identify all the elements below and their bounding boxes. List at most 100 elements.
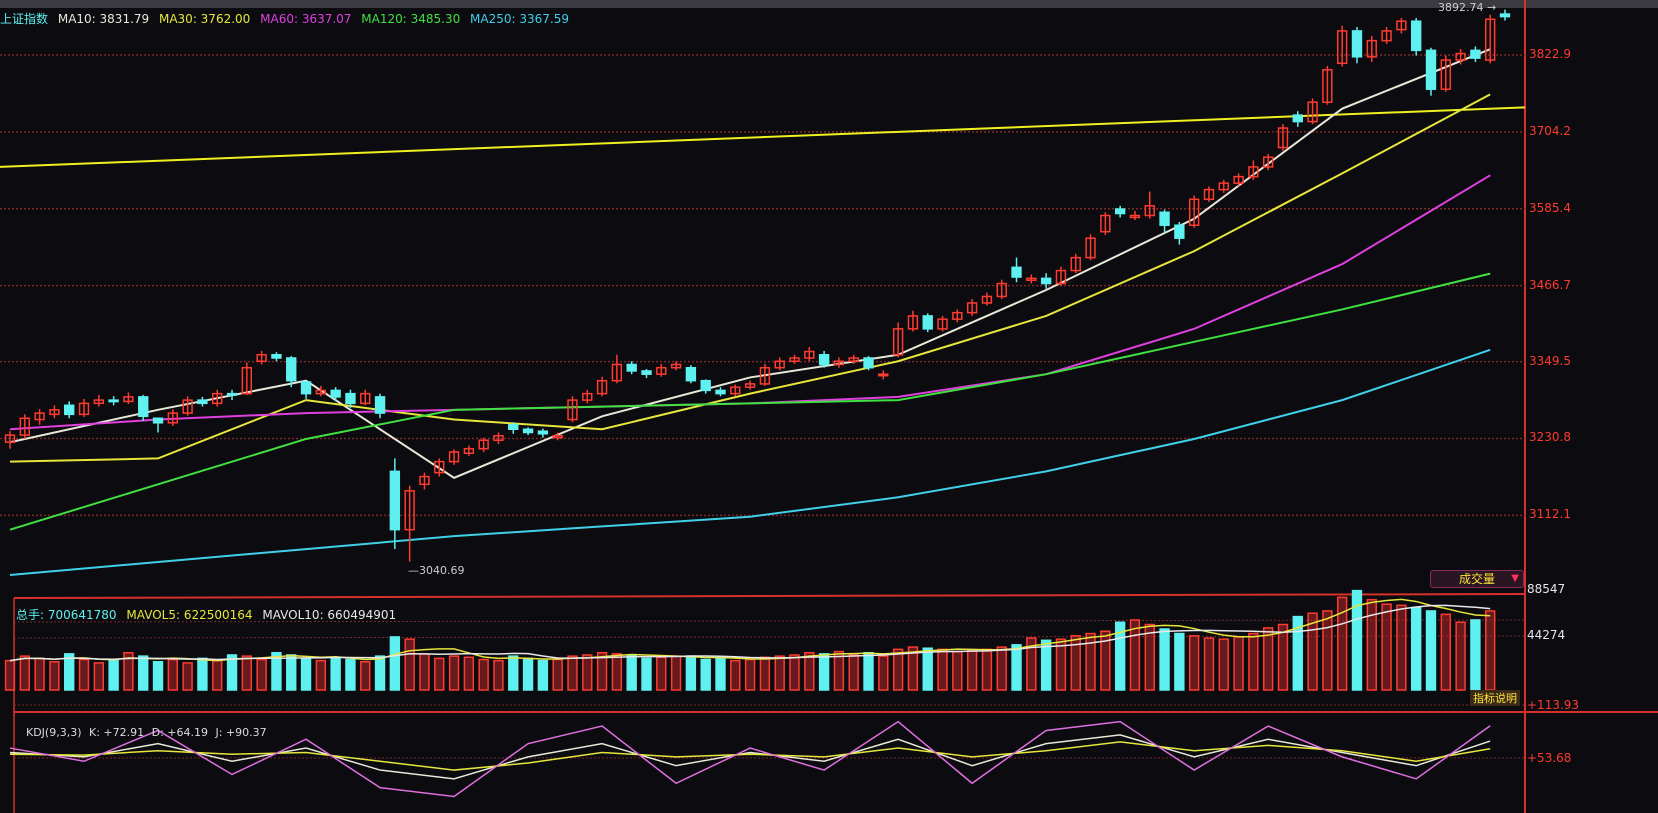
volume-bar: [1248, 632, 1259, 691]
mavol10-label: MAVOL10: 660494901: [262, 608, 397, 622]
volume-bar: [64, 653, 75, 691]
volume-bar: [434, 657, 445, 691]
candle-down: [1174, 224, 1185, 239]
volume-bar: [937, 648, 948, 691]
volume-bar: [996, 646, 1007, 691]
candle-up: [744, 383, 756, 388]
kdj-d-label: D: +64.19: [151, 726, 209, 739]
volume-bar: [478, 658, 489, 691]
candle-down: [1040, 277, 1052, 285]
candle-up: [1218, 182, 1229, 191]
price-axis-tick: 3112.1: [1529, 507, 1571, 522]
volume-bar: [611, 653, 623, 691]
candle-down: [1410, 20, 1422, 52]
volume-bar: [685, 655, 697, 691]
volume-bar: [981, 648, 993, 691]
candle-up: [182, 399, 193, 414]
volume-bar: [300, 657, 312, 691]
candle-up: [833, 360, 845, 366]
volume-bar: [863, 651, 874, 691]
volume-bar: [1277, 623, 1289, 691]
volume-bar: [1203, 637, 1215, 691]
volume-bar: [715, 657, 726, 691]
window-top-strip: [0, 0, 1658, 8]
volume-bar: [1174, 632, 1185, 691]
candle-up: [981, 295, 993, 304]
volume-bar: [448, 655, 460, 691]
indicator-help-button[interactable]: 指标说明: [1470, 690, 1520, 706]
candle-down: [389, 470, 401, 531]
candle-down: [1159, 211, 1170, 226]
candle-up: [1262, 156, 1274, 168]
candle-up: [774, 360, 785, 369]
volume-bar: [907, 646, 919, 691]
candle-up: [419, 475, 430, 486]
candle-down: [1292, 114, 1303, 123]
volume-bar: [374, 655, 386, 691]
volume-bar: [1425, 610, 1437, 691]
candle-up: [1188, 198, 1200, 226]
volume-bar: [626, 654, 637, 691]
candle-down: [374, 396, 386, 414]
volume-bar: [730, 659, 741, 691]
candle-down: [715, 389, 726, 395]
volume-bar: [138, 655, 149, 691]
candle-down: [685, 366, 697, 382]
candle-down: [286, 357, 297, 382]
volume-bar: [1233, 636, 1244, 691]
candle-up: [582, 392, 593, 401]
ma-line-ma120: [9, 272, 1491, 531]
candle-up: [493, 434, 504, 442]
candle-down: [537, 430, 549, 435]
candle-up: [804, 350, 815, 359]
candle-down: [1351, 30, 1363, 58]
candle-up: [730, 386, 741, 395]
volume-bar: [1381, 603, 1392, 691]
total-volume-label: 总手: 700641780: [16, 608, 117, 622]
mavol5-label: MAVOL5: 622500164: [126, 608, 253, 622]
volume-bar: [848, 654, 859, 691]
candle-down: [300, 381, 312, 395]
candle-up: [463, 447, 475, 454]
volume-bar: [493, 659, 504, 691]
volume-bar: [49, 661, 60, 691]
volume-bar: [922, 647, 933, 691]
volume-bar: [1351, 589, 1363, 691]
volume-bar: [197, 657, 208, 691]
volume-bar: [508, 655, 519, 691]
indicator-selector[interactable]: 成交量 ▼: [1430, 570, 1524, 588]
volume-bar: [1218, 638, 1229, 691]
price-axis-tick: 3704.2: [1529, 123, 1571, 138]
candle-up: [567, 399, 578, 421]
volume-axis-tick: 44274: [1527, 628, 1566, 642]
volume-bar: [567, 655, 578, 691]
candle-up: [656, 366, 667, 375]
volume-bar: [1055, 638, 1067, 691]
index-name: 上证指数: [0, 12, 49, 26]
candle-down: [64, 404, 75, 416]
volume-bar: [582, 654, 593, 691]
volume-bar: [78, 658, 90, 691]
candle-up: [937, 318, 948, 330]
candle-up: [212, 392, 223, 405]
candle-up: [1085, 237, 1096, 259]
candle-up: [1396, 20, 1407, 31]
volume-bar: [878, 655, 889, 691]
kdj-axis-tick: +113.93: [1527, 698, 1580, 712]
volume-bar: [1144, 623, 1155, 691]
candle-down: [330, 389, 341, 398]
candle-up: [1366, 39, 1377, 58]
ma-line-ma30: [9, 93, 1491, 463]
candle-up: [670, 363, 682, 369]
candle-up: [78, 402, 90, 416]
kdj-title: KDJ(9,3,3): [26, 726, 82, 739]
volume-bar: [4, 659, 16, 691]
volume-bar: [152, 661, 164, 691]
volume-bar: [182, 662, 193, 691]
volume-bar: [670, 655, 682, 691]
candle-up: [952, 311, 963, 320]
volume-legend: 总手: 700641780 MAVOL5: 622500164 MAVOL10:…: [16, 606, 402, 623]
candle-up: [1100, 214, 1111, 233]
volume-bar: [1070, 635, 1081, 691]
